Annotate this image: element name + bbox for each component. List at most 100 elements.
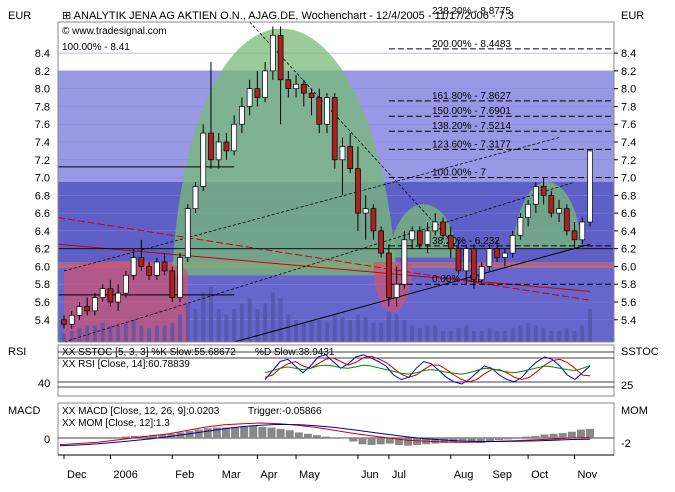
volume-bar [355, 314, 360, 342]
volume-bar [263, 303, 268, 342]
mom-bar [340, 438, 349, 439]
y-tick-right: 7.8 [621, 101, 636, 113]
fib-level-label: 200.00% - 8.4483 [432, 39, 511, 50]
mom-bar [276, 428, 285, 438]
volume-bar [294, 320, 299, 342]
volume-bar [410, 325, 415, 342]
volume-bar [278, 298, 283, 342]
candle-body [184, 208, 191, 258]
volume-bar [518, 325, 523, 342]
fib-level-label: 161.80% - 7.8627 [432, 91, 511, 102]
x-tick-label: Mar [222, 469, 241, 481]
y-tick-left: 8.4 [35, 48, 50, 60]
volume-bar [162, 325, 167, 342]
unit-right: EUR [621, 10, 644, 22]
volume-bar [232, 309, 237, 342]
macd-panel-bg [57, 402, 615, 456]
rsi-label-left: RSI [8, 346, 26, 358]
candle-body [300, 83, 307, 94]
volume-bar [309, 320, 314, 342]
stoch-legend: XX SSTOC [5, 3, 3] %K Slow:55.68672 [62, 347, 236, 358]
stoch-series-line [264, 355, 591, 383]
y-tick-right: 8.2 [621, 66, 636, 78]
mom-tick-neg2: -2 [621, 438, 631, 450]
y-tick-left: 7.4 [35, 137, 50, 149]
candle-body [316, 97, 323, 125]
volume-bar [201, 292, 206, 342]
stoch-d-legend: %D Slow:38.9431 [255, 347, 335, 358]
candle-body [455, 248, 462, 272]
volume-bar [92, 325, 97, 342]
candle-body [277, 34, 284, 81]
volume-bar [85, 325, 90, 342]
mom-bar [294, 432, 303, 438]
candle-body [409, 230, 415, 241]
y-tick-left: 7.6 [35, 119, 50, 131]
candle-body [200, 132, 207, 187]
fib-level-label: 150.00% - 7.6901 [432, 106, 511, 117]
candle-body [123, 274, 129, 294]
candle-body [146, 266, 152, 276]
volume-bar [533, 325, 538, 342]
volume-bar [433, 325, 438, 342]
candle-body [378, 230, 384, 254]
x-tick-label: Nov [578, 469, 598, 481]
candle-body [548, 194, 555, 214]
chart-title: ⊞ ANALYTIK JENA AG AKTIEN O.N., AJAG.DE,… [62, 10, 514, 22]
y-tick-left: 6.0 [35, 261, 50, 273]
volume-bar [425, 325, 430, 342]
mom-bar [413, 438, 422, 445]
x-tick-label: Jul [392, 469, 406, 481]
y-tick-right: 7.0 [621, 173, 636, 185]
macd-label-left: MACD [8, 405, 40, 417]
volume-bar [348, 320, 353, 342]
volume-bar [270, 292, 275, 342]
rsi-tick-25: 25 [621, 380, 633, 392]
y-tick-right: 5.6 [621, 297, 636, 309]
stoch-series-line [264, 354, 591, 385]
candle-body [208, 132, 214, 161]
mom-bar [403, 438, 412, 446]
volume-bar [116, 325, 121, 342]
price-panel-frame [57, 21, 615, 343]
volume-bar [471, 331, 476, 342]
candle-body [424, 230, 431, 245]
mom-bar [267, 427, 276, 438]
mom-bar [158, 434, 167, 438]
y-tick-left: 7.2 [35, 155, 50, 167]
mom-bar [376, 438, 385, 445]
candle-body [347, 146, 354, 170]
y-tick-right: 8.0 [621, 84, 636, 96]
candle-body [99, 288, 106, 298]
candle-body [339, 146, 346, 161]
unit-left: EUR [8, 10, 31, 22]
volume-bar [479, 331, 484, 342]
volume-bar [510, 328, 515, 342]
candle-body [540, 186, 547, 196]
candle-body [285, 79, 292, 90]
candle-body [177, 257, 183, 298]
support-line [234, 243, 591, 343]
volume-bar [557, 331, 562, 342]
x-tick-label: Aug [454, 469, 474, 481]
channel-mid [63, 181, 575, 343]
rsi-tick-40: 40 [38, 378, 50, 390]
y-tick-left: 5.8 [35, 279, 50, 291]
y-tick-right: 6.0 [621, 261, 636, 273]
chart-source: © www.tradesignal.com [62, 26, 167, 37]
candle-body [471, 248, 477, 281]
y-tick-right: 7.6 [621, 119, 636, 131]
mom-bar [522, 436, 531, 438]
arc-green-large [172, 28, 397, 276]
mom-bar [121, 436, 130, 438]
volume-bar [139, 325, 144, 342]
volume-bar [286, 314, 291, 342]
mom-bar [576, 429, 585, 438]
volume-bar [69, 331, 74, 342]
volume-bar [208, 287, 213, 342]
y-tick-left: 7.0 [35, 173, 50, 185]
y-tick-left: 6.8 [35, 190, 50, 202]
volume-bar [363, 317, 368, 342]
mom-bar [285, 430, 294, 438]
candle-body [169, 270, 176, 298]
